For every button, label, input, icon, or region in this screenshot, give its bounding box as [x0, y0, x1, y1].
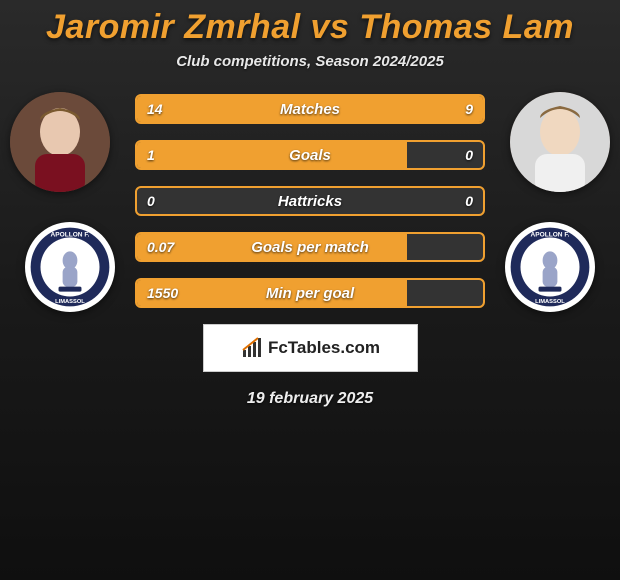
player-avatar-right	[510, 92, 610, 192]
svg-text:LIMASSOL: LIMASSOL	[535, 299, 565, 305]
svg-text:APOLLON F.: APOLLON F.	[531, 232, 570, 239]
avatar-placeholder-icon	[10, 92, 110, 192]
stat-row: 0.07Goals per match	[135, 232, 485, 262]
brand-box[interactable]: FcTables.com	[203, 324, 418, 372]
stat-row: 14Matches9	[135, 94, 485, 124]
avatar-placeholder-icon	[510, 92, 610, 192]
brand-label: FcTables.com	[268, 338, 380, 358]
stat-label: Goals	[137, 142, 483, 168]
club-logo-right: APOLLON F. LIMASSOL	[505, 222, 595, 312]
stat-label: Matches	[137, 96, 483, 122]
svg-text:LIMASSOL: LIMASSOL	[55, 299, 85, 305]
stat-label: Goals per match	[137, 234, 483, 260]
club-crest-icon: APOLLON F. LIMASSOL	[29, 226, 111, 308]
club-logo-left: APOLLON F. LIMASSOL	[25, 222, 115, 312]
stat-value-right: 0	[465, 142, 473, 168]
stat-row: 1550Min per goal	[135, 278, 485, 308]
page-title: Jaromir Zmrhal vs Thomas Lam	[0, 0, 620, 47]
page-subtitle: Club competitions, Season 2024/2025	[0, 53, 620, 70]
chart-icon	[240, 336, 264, 360]
club-crest-icon: APOLLON F. LIMASSOL	[509, 226, 591, 308]
stat-value-right: 9	[465, 96, 473, 122]
stat-label: Hattricks	[137, 188, 483, 214]
stat-label: Min per goal	[137, 280, 483, 306]
comparison-date: 19 february 2025	[0, 390, 620, 408]
stats-container: 14Matches91Goals00Hattricks00.07Goals pe…	[135, 92, 485, 308]
player-avatar-left	[10, 92, 110, 192]
stat-row: 1Goals0	[135, 140, 485, 170]
stat-value-right: 0	[465, 188, 473, 214]
comparison-content: APOLLON F. LIMASSOL APOLLON F. LIMASSOL …	[0, 92, 620, 408]
stat-row: 0Hattricks0	[135, 186, 485, 216]
svg-text:APOLLON F.: APOLLON F.	[51, 232, 90, 239]
